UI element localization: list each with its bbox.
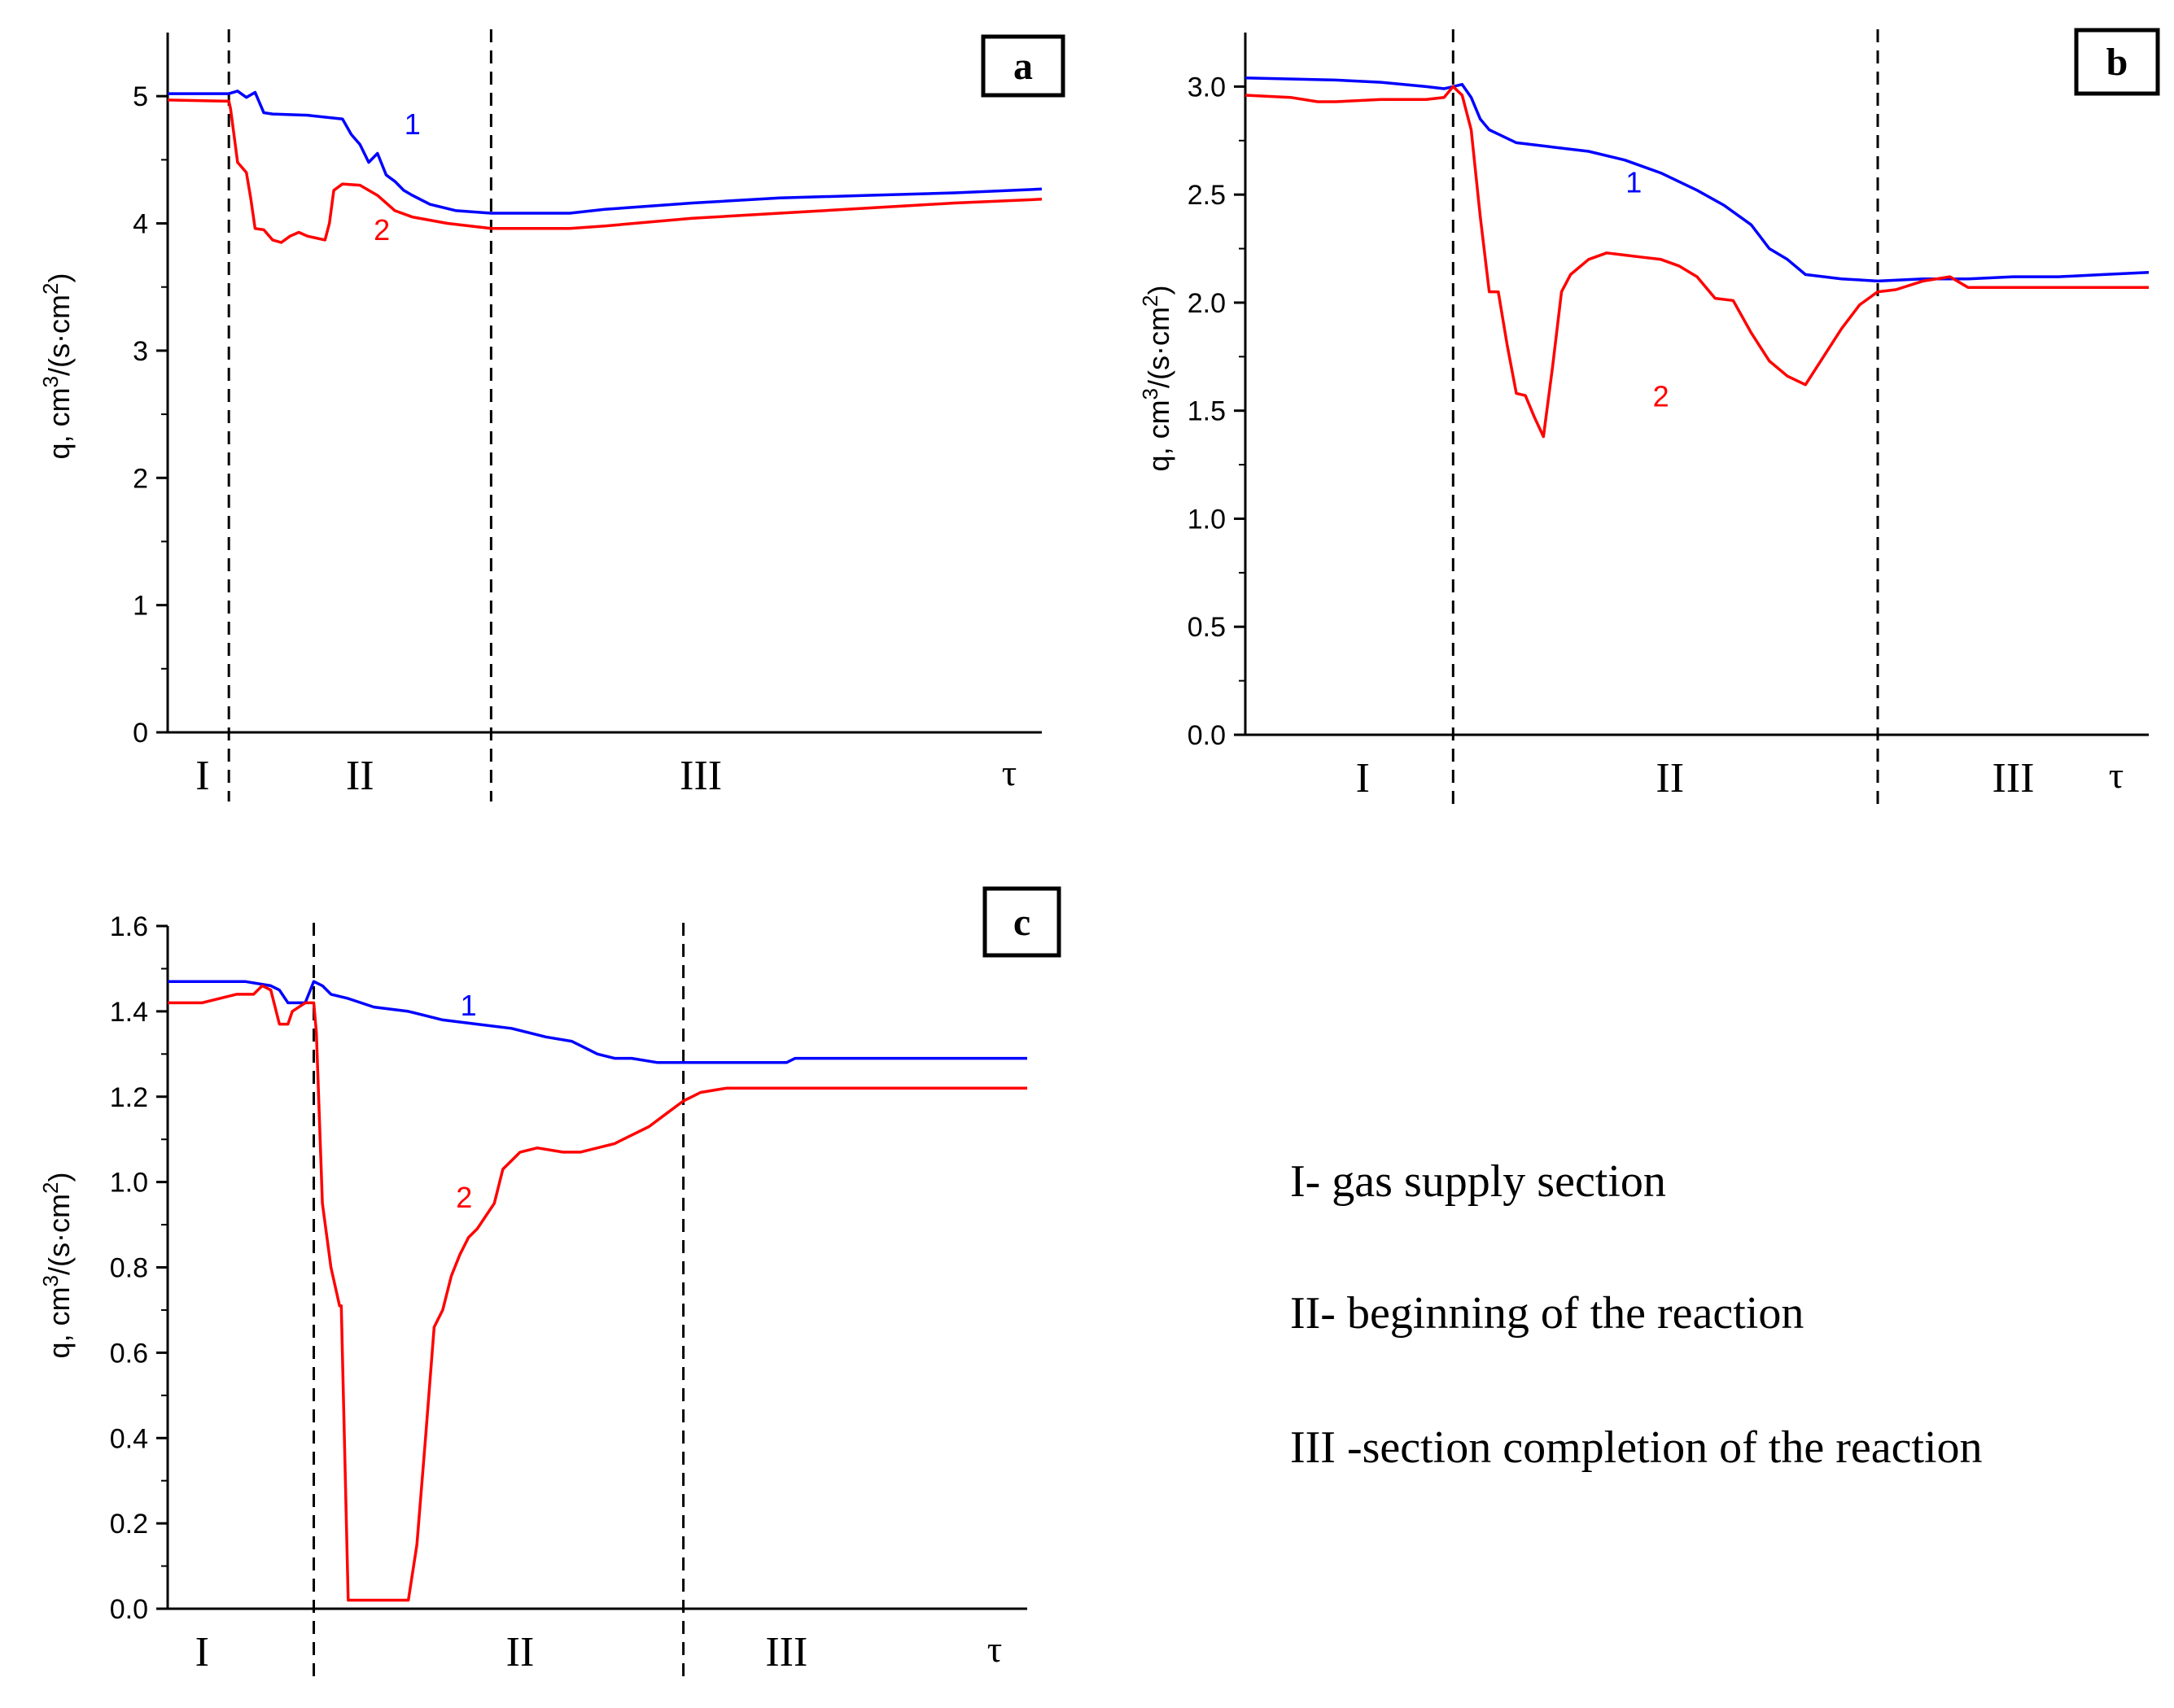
series-line-2 bbox=[168, 984, 1027, 1602]
panel-letter-box bbox=[982, 886, 1061, 958]
y-tick-label: 3 bbox=[133, 336, 148, 367]
y-tick-label: 0.4 bbox=[110, 1423, 148, 1454]
series-line-2 bbox=[1244, 85, 2149, 439]
panel-letter: a bbox=[1013, 45, 1033, 88]
x-axis-label: τ bbox=[987, 1628, 1003, 1670]
series-label-1: 1 bbox=[1625, 165, 1642, 199]
x-axis-label: τ bbox=[2109, 754, 2124, 796]
chart-panel-c: 0.0 0.2 0.4 0.6 0.8 1.0 1.2 1.4 1.6 q, cm3/(s·cm2… bbox=[38, 886, 1061, 1678]
region-label: III bbox=[765, 1629, 807, 1675]
y-tick-label: 1.6 bbox=[110, 911, 148, 942]
series-label-2: 2 bbox=[1653, 379, 1669, 413]
region-label: I bbox=[195, 1629, 209, 1675]
y-tick-label: 5 bbox=[133, 81, 148, 112]
region-label: II bbox=[346, 753, 374, 799]
y-axis-label: q, cm3/(s·cm2) bbox=[38, 273, 76, 460]
y-tick-label: 0.5 bbox=[1188, 612, 1226, 643]
legend-entry-3: III -section completion of the reaction bbox=[1290, 1422, 1983, 1473]
y-tick-label: 0.8 bbox=[110, 1253, 148, 1284]
region-label: III bbox=[1992, 755, 2035, 802]
x-axis-label: τ bbox=[1002, 752, 1017, 793]
y-axis-label: q, cm3/(s·cm2) bbox=[38, 1173, 76, 1359]
region-label: II bbox=[1656, 755, 1684, 802]
series-line-1 bbox=[168, 90, 1043, 215]
panel-letter: c bbox=[1013, 901, 1030, 944]
region-label: III bbox=[680, 753, 722, 799]
y-tick-label: 4 bbox=[133, 209, 148, 240]
series-label-2: 2 bbox=[456, 1181, 472, 1214]
y-tick-label: 0.0 bbox=[110, 1594, 148, 1625]
series-label-2: 2 bbox=[374, 213, 390, 247]
panel-letter-box bbox=[981, 34, 1065, 98]
y-tick-label: 1.0 bbox=[1188, 504, 1226, 535]
legend-entry-1: I- gas supply section bbox=[1290, 1156, 1666, 1207]
panel-letter: b bbox=[2106, 41, 2128, 84]
y-tick-label: 0 bbox=[133, 718, 148, 749]
chart-panel-b: 0.00.51.01.52.02.53.0q, cm3/(s·cm2)I II II… bbox=[1138, 28, 2160, 804]
y-tick-label: 1.2 bbox=[110, 1082, 148, 1113]
y-tick-label: 3.0 bbox=[1188, 72, 1226, 103]
panel-letter-box bbox=[2074, 28, 2160, 96]
region-label: II bbox=[506, 1629, 535, 1675]
legend-entry-2: II- beginning of the reaction bbox=[1290, 1288, 1804, 1339]
y-axis-label: q, cm3/(s·cm2) bbox=[1138, 286, 1175, 472]
region-label: I bbox=[195, 753, 209, 799]
y-tick-label: 1 bbox=[133, 591, 148, 622]
series-label-1: 1 bbox=[461, 989, 477, 1022]
y-tick-label: 1.5 bbox=[1188, 396, 1226, 427]
y-tick-label: 2.0 bbox=[1188, 288, 1226, 319]
y-tick-label: 1.4 bbox=[110, 997, 148, 1028]
region-label: I bbox=[1356, 755, 1370, 802]
legend: I- gas supply section II- beginning of t… bbox=[1290, 1156, 1983, 1473]
y-tick-label: 2 bbox=[133, 463, 148, 494]
series-line-2 bbox=[167, 98, 1043, 244]
y-tick-label: 1.0 bbox=[110, 1168, 148, 1199]
series-label-1: 1 bbox=[405, 107, 421, 141]
y-tick-label: 0.0 bbox=[1188, 720, 1226, 751]
y-tick-label: 2.5 bbox=[1188, 180, 1226, 211]
y-tick-label: 0.6 bbox=[110, 1338, 148, 1369]
y-tick-label: 0.2 bbox=[110, 1509, 148, 1540]
series-line-1 bbox=[168, 980, 1027, 1064]
